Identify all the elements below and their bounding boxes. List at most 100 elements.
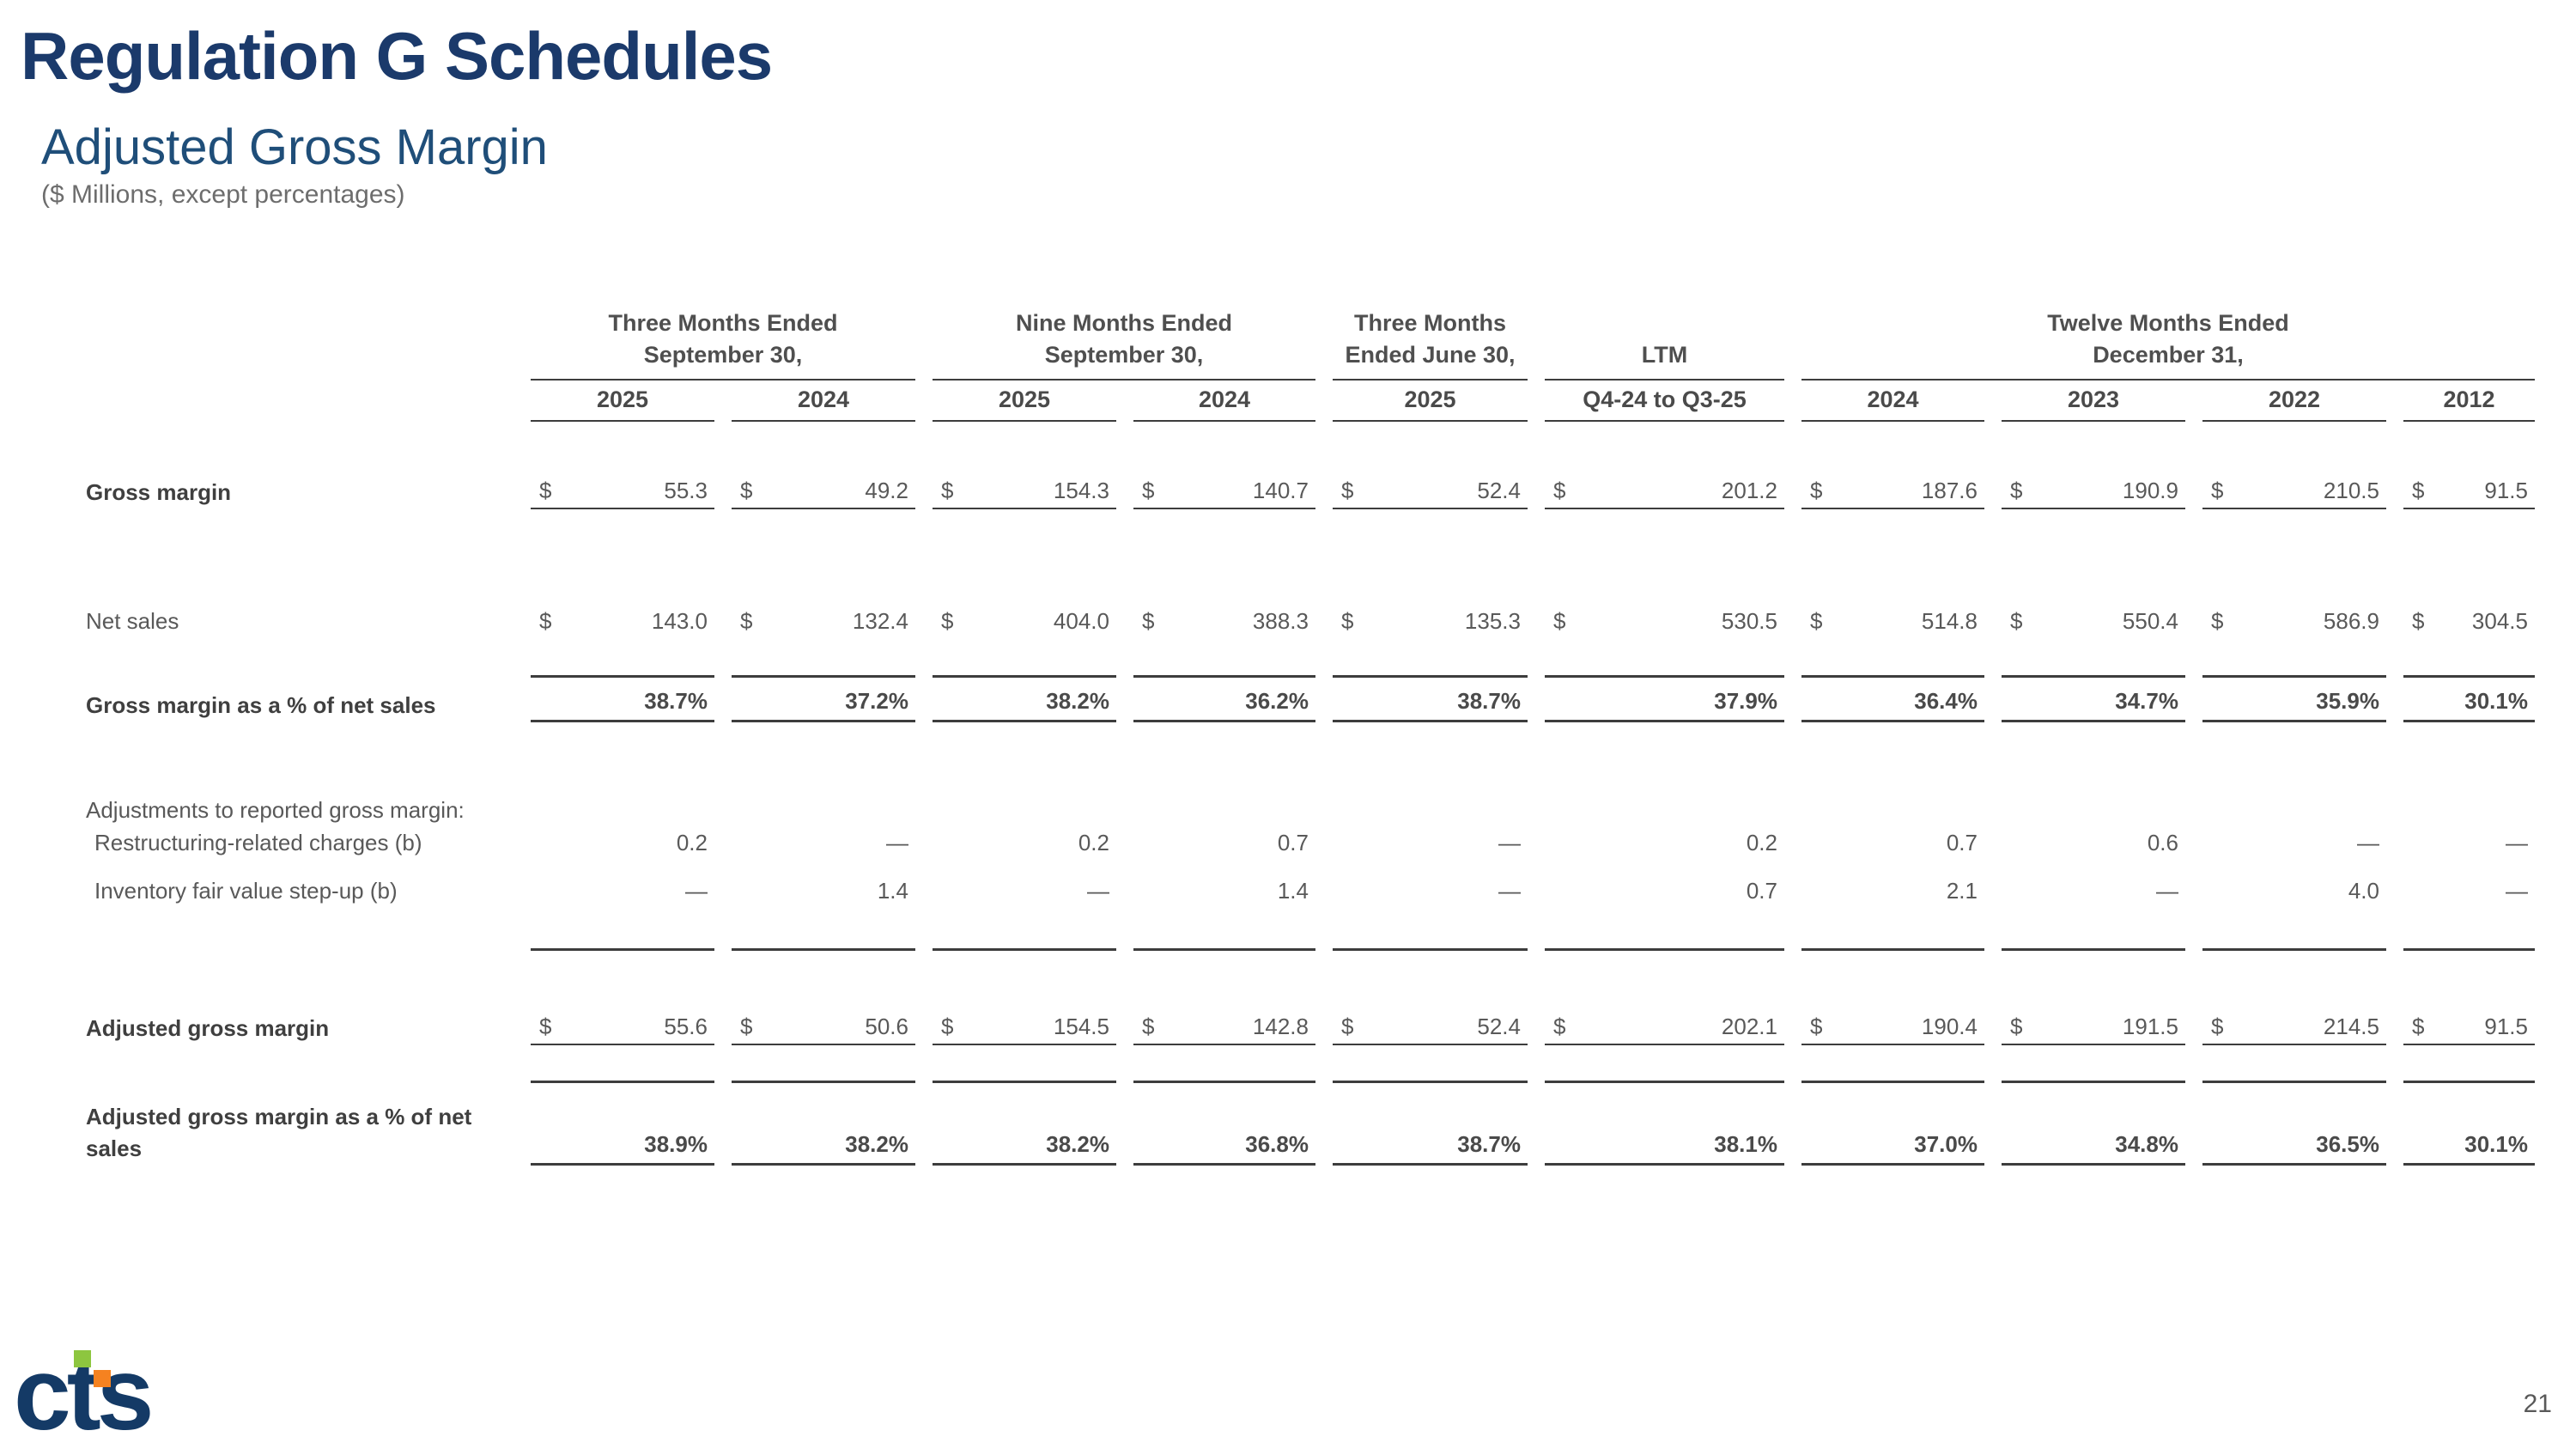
money-cell: $214.5 bbox=[2202, 1013, 2386, 1046]
value-cell: — bbox=[2506, 830, 2528, 856]
money-cell: $52.4 bbox=[1333, 1013, 1528, 1046]
money-cell: $210.5 bbox=[2202, 477, 2386, 510]
empty-cell bbox=[86, 1038, 513, 1083]
separator-line bbox=[1545, 1038, 1784, 1083]
money-cell: $190.9 bbox=[2002, 477, 2185, 510]
currency-symbol: $ bbox=[2412, 608, 2425, 635]
money-cell: $49.2 bbox=[732, 477, 915, 510]
currency-symbol: $ bbox=[941, 608, 954, 635]
money-cell: $530.5 bbox=[1553, 608, 1777, 635]
currency-symbol: $ bbox=[740, 478, 753, 504]
table-row-gross-margin: Gross margin $55.3 $49.2 $154.3 $140.7 $… bbox=[86, 477, 2535, 510]
currency-symbol: $ bbox=[539, 1014, 552, 1040]
separator-line bbox=[933, 630, 1116, 678]
period-header: 2022 bbox=[2202, 381, 2386, 422]
row-label: Inventory fair value step-up (b) bbox=[94, 878, 398, 904]
percent-cell: 38.2% bbox=[732, 1083, 915, 1166]
currency-symbol: $ bbox=[740, 608, 753, 635]
spacer-row bbox=[86, 502, 2518, 606]
money-cell: $140.7 bbox=[1133, 477, 1315, 510]
separator-row bbox=[86, 899, 2535, 951]
percent-cell: 36.4% bbox=[1801, 678, 1984, 722]
separator-line bbox=[1801, 1038, 1984, 1083]
separator-line bbox=[1333, 1038, 1528, 1083]
separator-line bbox=[531, 630, 714, 678]
table-row-adjustments-header: Adjustments to reported gross margin: bbox=[86, 795, 2518, 823]
separator-line bbox=[1801, 630, 1984, 678]
separator-line bbox=[933, 899, 1116, 951]
percent-cell: 38.2% bbox=[933, 1083, 1116, 1166]
currency-symbol: $ bbox=[1142, 478, 1155, 504]
financial-table: Three Months Ended September 30, Nine Mo… bbox=[86, 305, 2535, 1166]
col-group-twelve-months-dec31: Twelve Months Ended December 31, bbox=[1801, 305, 2535, 381]
logo-orange-square-icon bbox=[94, 1370, 111, 1387]
value-cell: 1.4 bbox=[1277, 878, 1309, 904]
spacer-row bbox=[86, 951, 2518, 1013]
currency-symbol: $ bbox=[1142, 608, 1155, 635]
money-cell: $201.2 bbox=[1545, 477, 1784, 510]
percent-cell: 38.9% bbox=[531, 1083, 714, 1166]
value-cell: — bbox=[685, 878, 708, 904]
separator-row bbox=[86, 630, 2535, 678]
money-cell: $202.1 bbox=[1545, 1013, 1784, 1046]
col-group-ltm: LTM bbox=[1545, 305, 1784, 381]
currency-symbol: $ bbox=[1810, 1014, 1823, 1040]
currency-symbol: $ bbox=[941, 478, 954, 504]
money-cell: $190.4 bbox=[1801, 1013, 1984, 1046]
percent-cell: 36.2% bbox=[1133, 678, 1315, 722]
percent-cell: 30.1% bbox=[2403, 1083, 2535, 1166]
value-cell: 1.4 bbox=[877, 878, 908, 904]
page-title: Regulation G Schedules bbox=[21, 18, 773, 94]
percent-cell: 38.7% bbox=[531, 678, 714, 722]
separator-line bbox=[531, 1038, 714, 1083]
money-cell: $154.5 bbox=[933, 1013, 1116, 1046]
period-header: 2012 bbox=[2403, 381, 2535, 422]
currency-symbol: $ bbox=[1810, 478, 1823, 504]
period-header: 2024 bbox=[1133, 381, 1315, 422]
money-cell: $388.3 bbox=[1142, 608, 1309, 635]
period-header: 2023 bbox=[2002, 381, 2185, 422]
separator-line bbox=[2002, 899, 2185, 951]
separator-line bbox=[2002, 630, 2185, 678]
value-cell: — bbox=[2506, 878, 2528, 904]
row-label: Gross margin as a % of net sales bbox=[86, 691, 436, 718]
money-cell: $187.6 bbox=[1801, 477, 1984, 510]
currency-symbol: $ bbox=[1142, 1014, 1155, 1040]
money-cell: $304.5 bbox=[2412, 608, 2528, 635]
empty-cell bbox=[86, 630, 513, 678]
currency-symbol: $ bbox=[2211, 478, 2224, 504]
separator-line bbox=[732, 1038, 915, 1083]
money-cell: $142.8 bbox=[1133, 1013, 1315, 1046]
row-label: Adjusted gross margin bbox=[86, 1015, 330, 1041]
currency-symbol: $ bbox=[1810, 608, 1823, 635]
period-header: 2025 bbox=[933, 381, 1116, 422]
separator-row bbox=[86, 1038, 2535, 1083]
money-cell: $91.5 bbox=[2403, 477, 2535, 510]
col-group-three-months-jun30: Three Months Ended June 30, bbox=[1333, 305, 1528, 381]
table-row-gross-margin-pct: Gross margin as a % of net sales 38.7% 3… bbox=[86, 678, 2535, 722]
value-cell: 0.2 bbox=[676, 830, 708, 856]
units-note: ($ Millions, except percentages) bbox=[41, 180, 405, 209]
currency-symbol: $ bbox=[2010, 1014, 2023, 1040]
value-cell: 0.2 bbox=[1746, 830, 1777, 856]
separator-line bbox=[1333, 899, 1528, 951]
money-cell: $135.3 bbox=[1341, 608, 1521, 635]
currency-symbol: $ bbox=[1553, 1014, 1566, 1040]
separator-line bbox=[2002, 1038, 2185, 1083]
separator-line bbox=[2403, 899, 2535, 951]
money-cell: $55.3 bbox=[531, 477, 714, 510]
value-cell: — bbox=[1087, 878, 1109, 904]
money-cell: $191.5 bbox=[2002, 1013, 2185, 1046]
separator-line bbox=[2403, 630, 2535, 678]
table-row-restructuring: Restructuring-related charges (b) 0.2 — … bbox=[86, 827, 2528, 855]
money-cell: $91.5 bbox=[2403, 1013, 2535, 1046]
money-cell: $514.8 bbox=[1810, 608, 1978, 635]
row-label: Restructuring-related charges (b) bbox=[94, 830, 422, 855]
percent-cell: 38.7% bbox=[1333, 1083, 1528, 1166]
table-row-column-groups: Three Months Ended September 30, Nine Mo… bbox=[86, 305, 2535, 381]
period-header: Q4-24 to Q3-25 bbox=[1545, 381, 1784, 422]
currency-symbol: $ bbox=[539, 478, 552, 504]
table-row-adjusted-gross-margin: Adjusted gross margin $55.6 $50.6 $154.5… bbox=[86, 1013, 2535, 1046]
row-label: Gross margin bbox=[86, 479, 232, 505]
money-cell: $154.3 bbox=[933, 477, 1116, 510]
